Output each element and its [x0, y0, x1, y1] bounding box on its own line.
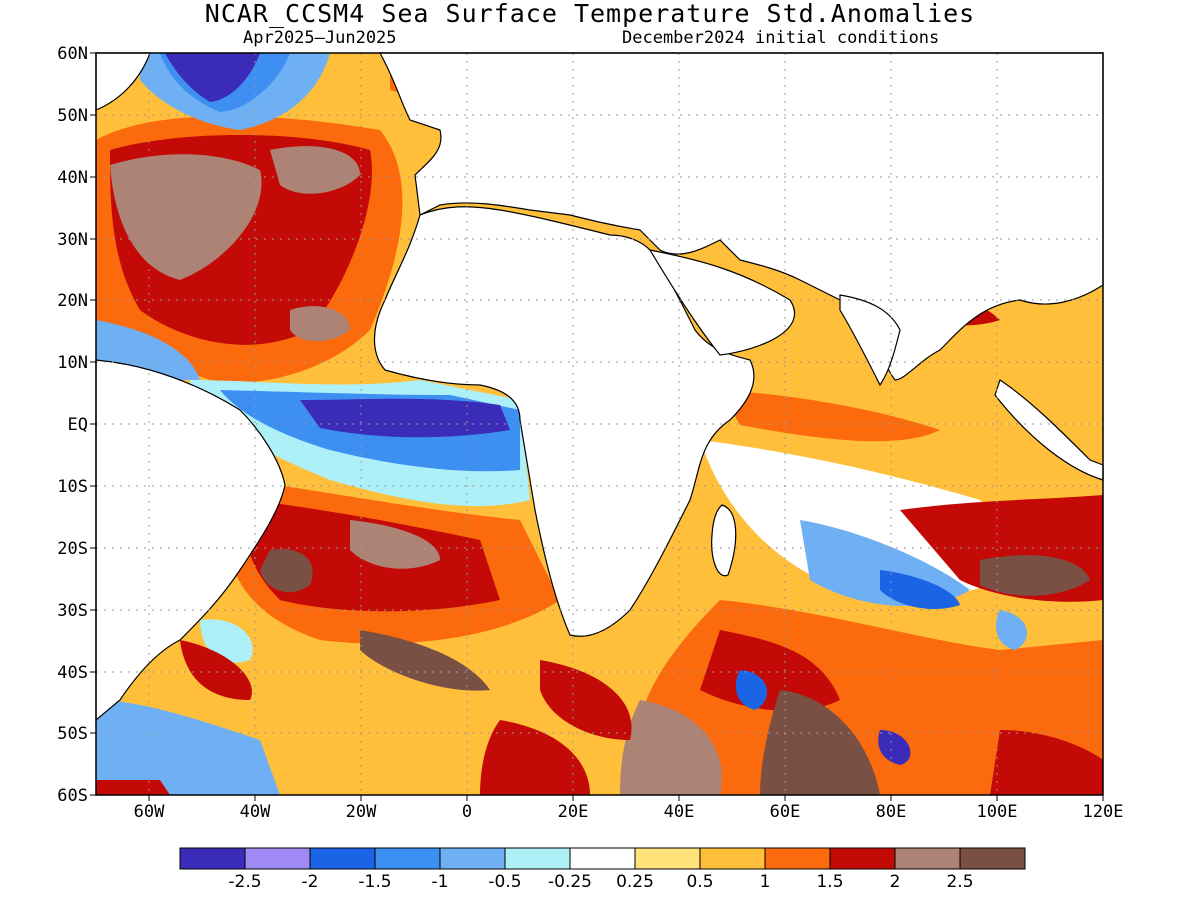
lon-label: 40W — [239, 802, 271, 822]
colorbar-swatch — [244, 847, 311, 870]
lat-label: 40N — [57, 168, 88, 188]
colorbar-swatch — [829, 847, 896, 870]
colorbar-swatch — [309, 847, 376, 870]
lat-label: 40S — [57, 663, 88, 683]
colorbar-swatch — [894, 847, 961, 870]
lon-label: 80E — [875, 802, 907, 822]
lat-label: 50S — [57, 724, 88, 744]
lon-label: 120E — [1082, 802, 1124, 822]
lon-label: 40E — [663, 802, 695, 822]
tick-marks — [90, 52, 1104, 801]
colorbar-label: -2.5 — [228, 872, 262, 892]
colorbar-swatch — [504, 847, 571, 870]
colorbar-label: -2 — [301, 872, 319, 892]
land-masses — [95, 52, 1104, 722]
colorbar-label: -1.5 — [358, 872, 392, 892]
lat-label: 10S — [57, 477, 88, 497]
colorbar-label: 1 — [759, 872, 771, 892]
colorbar — [179, 847, 1026, 870]
colorbar-label: 0.5 — [686, 872, 714, 892]
lat-label: 60S — [57, 786, 88, 806]
colorbar-swatch — [764, 847, 831, 870]
colorbar-swatch — [699, 847, 766, 870]
lat-label: 20S — [57, 539, 88, 559]
lon-label: 60W — [133, 802, 165, 822]
lat-label: 30S — [57, 601, 88, 621]
lat-label: 10N — [57, 353, 88, 373]
lon-label: 0 — [461, 802, 473, 822]
lon-label: 100E — [976, 802, 1018, 822]
map-title: NCAR_CCSM4 Sea Surface Temperature Std.A… — [204, 0, 976, 28]
colorbar-swatch — [569, 847, 636, 870]
colorbar-swatch — [179, 847, 246, 870]
lat-label: 30N — [57, 230, 88, 250]
lat-label: EQ — [67, 415, 88, 435]
colorbar-label: -0.25 — [548, 872, 592, 892]
colorbar-swatch — [959, 847, 1026, 870]
colorbar-label: -1 — [431, 872, 449, 892]
lon-label: 20E — [557, 802, 589, 822]
colorbar-swatch — [374, 847, 441, 870]
lat-label: 50N — [57, 106, 88, 126]
lon-label: 20W — [345, 802, 377, 822]
colorbar-swatch — [439, 847, 506, 870]
lat-label: 20N — [57, 291, 88, 311]
forecast-period: Apr2025–Jun2025 — [243, 28, 397, 48]
lon-label: 60E — [769, 802, 801, 822]
colorbar-label: 1.5 — [816, 872, 844, 892]
colorbar-swatch — [634, 847, 701, 870]
initial-conditions: December2024 initial conditions — [622, 28, 940, 48]
colorbar-label: 2 — [889, 872, 901, 892]
colorbar-label: -0.5 — [488, 872, 522, 892]
colorbar-label: 2.5 — [946, 872, 974, 892]
colorbar-label: 0.25 — [616, 872, 654, 892]
lat-label: 60N — [57, 44, 88, 64]
